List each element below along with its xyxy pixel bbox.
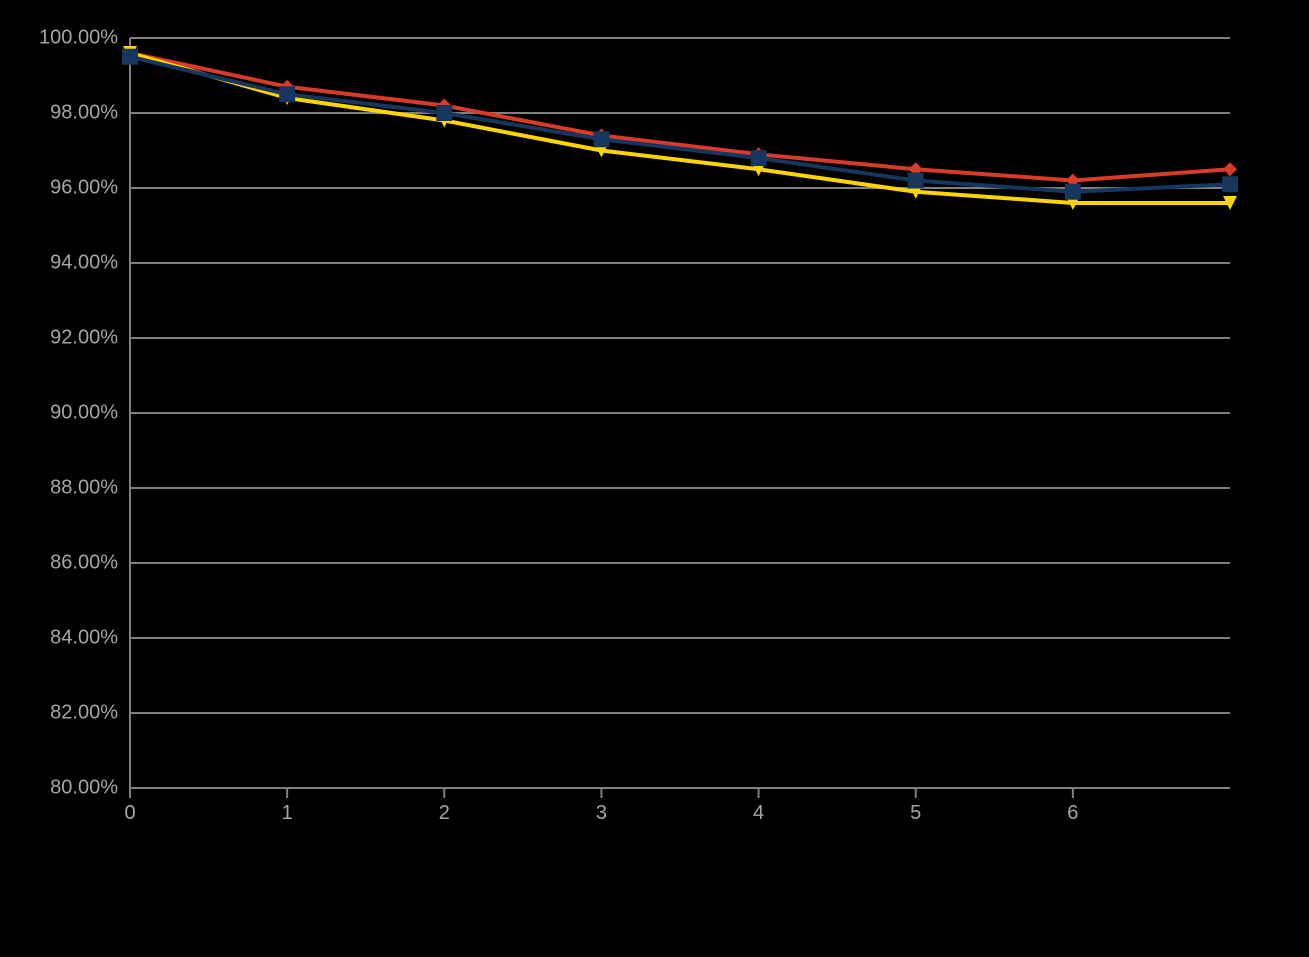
y-tick-label: 90.00%: [0, 402, 118, 425]
chart-svg: [0, 0, 1309, 957]
y-tick-label: 84.00%: [0, 627, 118, 650]
x-tick-label: 6: [1067, 802, 1078, 825]
y-tick-label: 82.00%: [0, 702, 118, 725]
x-tick-label: 2: [439, 802, 450, 825]
y-tick-label: 86.00%: [0, 552, 118, 575]
x-tick-label: 0: [124, 802, 135, 825]
y-tick-label: 94.00%: [0, 252, 118, 275]
y-tick-label: 92.00%: [0, 327, 118, 350]
line-chart: 80.00% 82.00% 84.00% 86.00% 88.00% 90.00% 92.0…: [0, 0, 1309, 957]
y-tick-label: 98.00%: [0, 102, 118, 125]
y-tick-label: 88.00%: [0, 477, 118, 500]
x-tick-label: 4: [753, 802, 764, 825]
x-tick-label: 1: [282, 802, 293, 825]
y-tick-label: 96.00%: [0, 177, 118, 200]
y-tick-label: 100.00%: [0, 27, 118, 50]
x-tick-label: 5: [910, 802, 921, 825]
x-tick-label: 3: [596, 802, 607, 825]
y-tick-label: 80.00%: [0, 777, 118, 800]
